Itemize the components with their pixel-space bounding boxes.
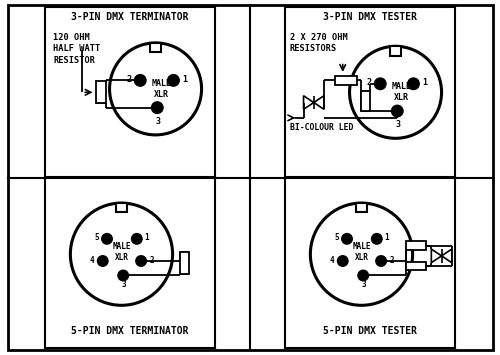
Text: 2: 2 [366, 78, 372, 87]
Text: 3-PIN DMX TESTER: 3-PIN DMX TESTER [323, 12, 417, 22]
Text: 4: 4 [90, 257, 94, 266]
Text: 2: 2 [150, 257, 154, 266]
Text: 1: 1 [384, 233, 389, 242]
Text: MALE
XLR: MALE XLR [112, 241, 130, 262]
Circle shape [134, 74, 146, 87]
Circle shape [70, 203, 172, 305]
Text: MALE
XLR: MALE XLR [392, 82, 411, 102]
Text: 5-PIN DMX TESTER: 5-PIN DMX TESTER [323, 326, 417, 336]
Circle shape [310, 203, 412, 305]
Circle shape [167, 74, 180, 87]
Text: 120 OHM
HALF WATT
RESISTOR: 120 OHM HALF WATT RESISTOR [54, 33, 100, 65]
Circle shape [357, 269, 369, 282]
Text: 3: 3 [362, 280, 366, 289]
Circle shape [131, 233, 143, 245]
Circle shape [407, 77, 420, 90]
Text: 3: 3 [156, 117, 160, 126]
Text: 5: 5 [334, 233, 340, 242]
Circle shape [391, 105, 404, 118]
Text: 5: 5 [94, 233, 100, 242]
Circle shape [151, 101, 164, 114]
Text: BI-COLOUR LED: BI-COLOUR LED [290, 123, 354, 132]
Bar [335, 76, 357, 85]
Circle shape [341, 233, 353, 245]
Bar [180, 252, 189, 274]
Circle shape [374, 77, 386, 90]
Text: 3: 3 [396, 120, 400, 130]
Text: 1: 1 [422, 78, 427, 87]
Text: 3: 3 [122, 280, 126, 289]
Circle shape [135, 255, 147, 267]
Circle shape [375, 255, 387, 267]
Circle shape [117, 269, 129, 282]
Circle shape [350, 46, 442, 138]
Bar [406, 241, 426, 250]
Bar [150, 43, 161, 52]
Circle shape [101, 233, 113, 245]
Bar [116, 203, 127, 212]
Text: 2: 2 [126, 75, 132, 84]
Bar [96, 81, 106, 103]
Circle shape [110, 43, 202, 135]
Text: 1: 1 [182, 75, 187, 84]
Text: 2 X 270 OHM
RESISTORS: 2 X 270 OHM RESISTORS [290, 33, 348, 54]
Text: 1: 1 [144, 233, 149, 242]
Text: MALE
XLR: MALE XLR [352, 241, 370, 262]
Bar [356, 203, 367, 212]
Circle shape [371, 233, 383, 245]
Text: 4: 4 [330, 257, 334, 266]
Circle shape [337, 255, 348, 267]
Bar [390, 46, 401, 56]
Text: 5-PIN DMX TERMINATOR: 5-PIN DMX TERMINATOR [72, 326, 189, 336]
Bar [406, 262, 426, 271]
Text: 3-PIN DMX TERMINATOR: 3-PIN DMX TERMINATOR [72, 12, 189, 22]
Text: MALE
XLR: MALE XLR [152, 79, 172, 99]
Circle shape [97, 255, 108, 267]
Text: 2: 2 [390, 257, 394, 266]
Bar [362, 91, 370, 111]
